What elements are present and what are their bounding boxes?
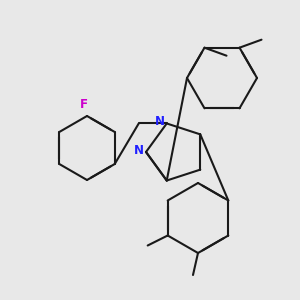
Text: N: N [134, 143, 144, 157]
Text: N: N [155, 115, 165, 128]
Text: F: F [80, 98, 88, 110]
